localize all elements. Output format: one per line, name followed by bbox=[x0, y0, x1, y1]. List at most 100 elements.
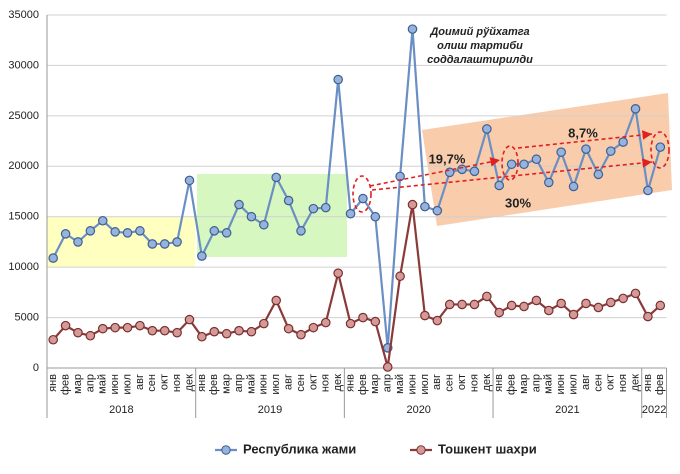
x-group-label: 2021 bbox=[555, 404, 579, 416]
data-point bbox=[593, 169, 604, 180]
y-tick-label: 15000 bbox=[8, 211, 39, 223]
data-point bbox=[358, 193, 368, 204]
annotation-arrows bbox=[352, 130, 670, 213]
y-tick-label: 10000 bbox=[8, 261, 39, 273]
grid bbox=[46, 14, 667, 418]
data-point bbox=[593, 302, 604, 313]
x-tick-label: авг bbox=[283, 374, 295, 390]
data-point bbox=[122, 228, 133, 238]
x-tick-label: янв bbox=[493, 374, 505, 392]
x-tick-label: окт bbox=[307, 374, 319, 390]
data-point bbox=[432, 205, 443, 216]
data-point bbox=[482, 291, 492, 302]
data-point bbox=[60, 229, 71, 239]
data-point bbox=[209, 226, 220, 236]
x-tick-label: май bbox=[97, 374, 109, 394]
data-point bbox=[234, 199, 244, 210]
data-point bbox=[543, 305, 554, 316]
annotation: Доимий рўйхатга bbox=[429, 26, 529, 38]
data-point bbox=[73, 237, 83, 247]
x-tick-label: фев bbox=[208, 374, 220, 395]
data-point bbox=[444, 299, 455, 310]
data-point bbox=[283, 195, 294, 206]
data-point bbox=[85, 226, 96, 236]
x-tick-label: янв bbox=[642, 374, 654, 392]
data-point bbox=[531, 295, 542, 306]
annotation: олиш тартиби bbox=[437, 40, 523, 52]
x-tick-label: май bbox=[543, 374, 555, 394]
data-point bbox=[259, 318, 269, 329]
data-point bbox=[308, 322, 319, 333]
x-tick-label: апр bbox=[84, 374, 96, 392]
x-tick-label: дек bbox=[481, 374, 493, 392]
data-point bbox=[605, 146, 616, 156]
data-point bbox=[159, 239, 170, 249]
x-tick-label: дек bbox=[183, 374, 195, 392]
data-point bbox=[48, 253, 58, 263]
data-point bbox=[482, 124, 492, 134]
data-point bbox=[110, 227, 120, 237]
data-point bbox=[333, 268, 343, 278]
series bbox=[48, 24, 666, 372]
data-point bbox=[345, 318, 356, 329]
x-group-label: 2022 bbox=[642, 404, 666, 416]
data-point bbox=[506, 159, 517, 170]
data-point bbox=[655, 142, 666, 152]
data-point bbox=[296, 226, 306, 236]
data-point bbox=[296, 329, 306, 340]
arrow bbox=[517, 130, 653, 149]
data-point bbox=[320, 317, 331, 328]
data-point bbox=[605, 297, 616, 308]
data-point bbox=[172, 327, 182, 338]
data-point bbox=[259, 219, 269, 230]
x-tick-label: янв bbox=[344, 374, 356, 392]
x-tick-label: авг bbox=[580, 374, 592, 390]
data-point bbox=[519, 159, 529, 170]
x-tick-label: июл bbox=[270, 374, 282, 395]
data-point bbox=[271, 295, 282, 306]
x-tick-label: фев bbox=[357, 374, 369, 395]
data-point bbox=[643, 185, 653, 196]
x-tick-label: авг bbox=[431, 374, 443, 390]
data-point bbox=[581, 298, 591, 309]
x-tick-label: июн bbox=[258, 374, 270, 394]
data-point bbox=[568, 309, 579, 320]
x-tick-label: фев bbox=[506, 374, 518, 395]
annotation: 30% bbox=[505, 195, 531, 210]
x-tick-label: май bbox=[394, 374, 406, 394]
data-point bbox=[308, 203, 319, 214]
x-tick-label: июн bbox=[406, 374, 418, 394]
legend-marker bbox=[416, 445, 426, 455]
data-point bbox=[457, 299, 467, 310]
arrow bbox=[369, 157, 501, 187]
y-tick-label: 20000 bbox=[8, 160, 39, 172]
y-tick-label: 25000 bbox=[8, 110, 39, 122]
data-point bbox=[122, 322, 133, 333]
region-2019 bbox=[197, 174, 347, 257]
x-tick-label: окт bbox=[159, 374, 171, 390]
data-point bbox=[469, 166, 480, 177]
data-point bbox=[97, 215, 108, 226]
x-tick-label: мар bbox=[221, 374, 233, 394]
data-point bbox=[159, 325, 170, 336]
data-point bbox=[60, 320, 71, 331]
x-tick-label: сен bbox=[444, 374, 456, 392]
data-point bbox=[246, 326, 257, 337]
data-point bbox=[184, 314, 195, 325]
data-point bbox=[494, 180, 505, 191]
data-point bbox=[643, 311, 653, 322]
data-point bbox=[556, 298, 566, 309]
x-tick-label: дек bbox=[629, 374, 641, 392]
data-point bbox=[407, 24, 418, 34]
data-point bbox=[581, 144, 591, 154]
data-point bbox=[345, 208, 356, 219]
data-point bbox=[234, 325, 244, 336]
annotation: соддалаштирилди bbox=[427, 54, 533, 66]
x-tick-label: мар bbox=[72, 374, 84, 394]
highlight-ellipse bbox=[501, 145, 519, 181]
data-point bbox=[135, 320, 145, 331]
data-point bbox=[506, 300, 517, 311]
y-tick-label: 30000 bbox=[8, 59, 39, 71]
data-point bbox=[147, 239, 158, 249]
